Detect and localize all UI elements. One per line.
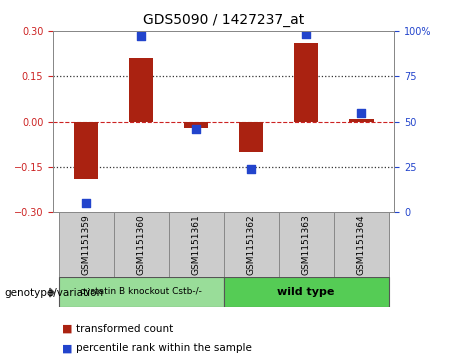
Text: percentile rank within the sample: percentile rank within the sample [76, 343, 252, 354]
Text: ■: ■ [62, 343, 73, 354]
Bar [224, 277, 389, 307]
Bar [349, 119, 373, 122]
Bar [113, 212, 169, 278]
Text: wild type: wild type [278, 287, 335, 297]
Text: transformed count: transformed count [76, 323, 173, 334]
Point [357, 110, 365, 115]
Bar [59, 277, 224, 307]
Bar [334, 212, 389, 278]
Text: GSM1151361: GSM1151361 [192, 215, 201, 276]
Bar [239, 122, 264, 152]
Text: GSM1151360: GSM1151360 [136, 215, 146, 276]
Bar [169, 212, 224, 278]
Bar [183, 122, 208, 128]
Text: GSM1151359: GSM1151359 [82, 215, 90, 276]
Bar [224, 212, 278, 278]
Point [137, 33, 145, 39]
Point [192, 126, 200, 132]
Title: GDS5090 / 1427237_at: GDS5090 / 1427237_at [143, 13, 304, 27]
Bar [294, 43, 319, 122]
Text: GSM1151363: GSM1151363 [301, 215, 311, 276]
Text: genotype/variation: genotype/variation [5, 287, 104, 298]
Text: ■: ■ [62, 323, 73, 334]
Polygon shape [50, 288, 54, 297]
Text: cystatin B knockout Cstb-/-: cystatin B knockout Cstb-/- [80, 287, 202, 296]
Bar [59, 212, 113, 278]
Point [302, 32, 310, 37]
Bar [129, 58, 154, 122]
Point [83, 200, 90, 206]
Bar [74, 122, 98, 179]
Point [248, 166, 255, 172]
Text: GSM1151364: GSM1151364 [357, 215, 366, 276]
Text: GSM1151362: GSM1151362 [247, 215, 255, 276]
Bar [278, 212, 334, 278]
